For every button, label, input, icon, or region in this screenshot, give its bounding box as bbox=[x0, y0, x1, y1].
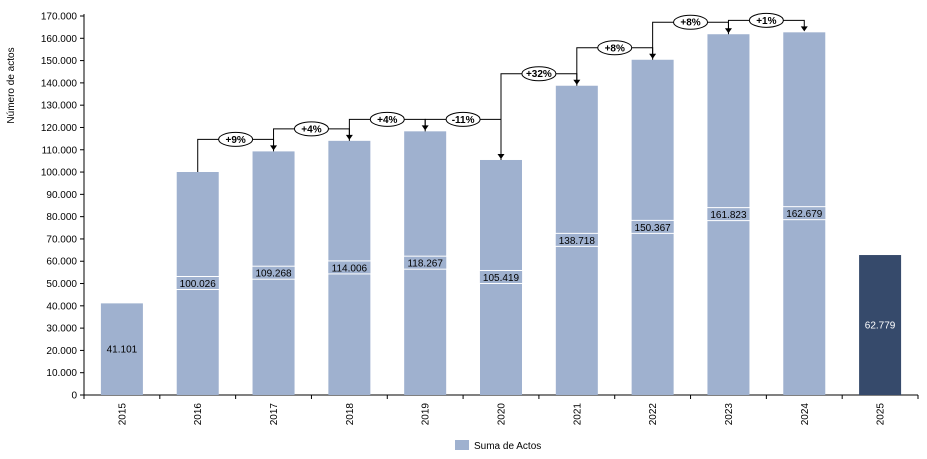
growth-label-oval bbox=[293, 121, 329, 137]
y-tick-label: 80.000 bbox=[46, 212, 77, 223]
bars: 41.101 100.026 109.268 114.006 118.267 105.41… bbox=[100, 32, 902, 396]
growth-label: +9% bbox=[225, 135, 245, 146]
data-label-box bbox=[554, 232, 599, 247]
growth-label-oval bbox=[748, 12, 784, 28]
legend: Suma de Actos bbox=[455, 440, 541, 452]
growth-label-oval bbox=[597, 40, 633, 56]
growth-label: +1% bbox=[756, 16, 776, 27]
bar bbox=[859, 255, 902, 395]
x-tick-label: 2024 bbox=[800, 403, 811, 426]
y-axis: 0 10.000 20.000 30.000 40.000 50.000 60.000 70.… bbox=[41, 12, 85, 402]
growth-annotations: +9% +4% +4% -11% +32% +8% +8% +1% bbox=[197, 12, 808, 173]
x-tick-label: 2022 bbox=[648, 403, 659, 426]
y-tick-label: 170.000 bbox=[41, 12, 78, 23]
x-tick-label: 2017 bbox=[269, 403, 280, 426]
data-label: 150.367 bbox=[635, 223, 672, 234]
x-tick-label: 2019 bbox=[421, 403, 432, 426]
y-tick-label: 0 bbox=[71, 391, 77, 402]
y-tick-label: 110.000 bbox=[42, 145, 78, 156]
y-tick-label: 90.000 bbox=[46, 190, 77, 201]
data-label-box bbox=[251, 265, 296, 280]
legend-label: Suma de Actos bbox=[474, 441, 541, 452]
x-tick-label: 2025 bbox=[876, 403, 887, 426]
growth-label-oval bbox=[673, 14, 709, 30]
x-axis: 2015 2016 2017 2018 2019 2020 2021 2022 2023 2024… bbox=[83, 394, 919, 426]
data-label: 114.006 bbox=[332, 263, 368, 274]
growth-label-oval bbox=[521, 66, 557, 82]
data-label-box bbox=[175, 276, 220, 291]
data-label: 109.268 bbox=[255, 269, 292, 280]
y-tick-label: 50.000 bbox=[46, 279, 77, 290]
x-tick-label: 2020 bbox=[497, 403, 508, 426]
growth-label: +4% bbox=[301, 124, 321, 135]
growth-label: +4% bbox=[377, 115, 397, 126]
y-tick-label: 130.000 bbox=[41, 101, 78, 112]
y-tick-label: 60.000 bbox=[46, 257, 77, 268]
y-tick-label: 10.000 bbox=[46, 368, 77, 379]
y-tick-label: 70.000 bbox=[46, 234, 77, 245]
x-tick-label: 2023 bbox=[724, 403, 735, 426]
data-label: 162.679 bbox=[786, 209, 823, 220]
x-tick-label: 2021 bbox=[572, 403, 583, 426]
y-tick-label: 140.000 bbox=[41, 78, 78, 89]
y-tick-label: 120.000 bbox=[41, 123, 78, 134]
growth-label-oval bbox=[445, 111, 481, 127]
y-tick-label: 150.000 bbox=[41, 56, 78, 67]
data-label: 62.779 bbox=[865, 321, 896, 332]
bar bbox=[100, 303, 143, 395]
legend-swatch bbox=[455, 440, 469, 450]
y-tick-label: 160.000 bbox=[41, 34, 78, 45]
data-label: 41.101 bbox=[107, 345, 138, 356]
growth-annotation: +32% bbox=[500, 66, 581, 160]
growth-annotation: +9% bbox=[197, 131, 278, 173]
growth-annotation: +4% bbox=[273, 121, 353, 152]
x-tick-label: 2018 bbox=[345, 403, 356, 426]
growth-annotation: +1% bbox=[727, 12, 808, 35]
data-label: 100.026 bbox=[180, 279, 217, 290]
growth-label: +32% bbox=[526, 69, 552, 80]
growth-label: +8% bbox=[605, 43, 625, 54]
data-label: 161.823 bbox=[710, 210, 747, 221]
data-label-box bbox=[403, 255, 448, 270]
y-tick-label: 40.000 bbox=[46, 301, 77, 312]
growth-label: -11% bbox=[452, 115, 475, 126]
data-label: 105.419 bbox=[483, 273, 520, 284]
data-label-box bbox=[478, 269, 524, 284]
y-tick-label: 30.000 bbox=[46, 324, 77, 335]
data-label-box bbox=[327, 260, 372, 275]
growth-label-oval bbox=[218, 131, 254, 147]
data-label: 118.267 bbox=[407, 259, 443, 270]
y-tick-label: 100.000 bbox=[41, 168, 78, 179]
y-axis-label: Número de actos bbox=[6, 47, 17, 123]
data-label-box bbox=[706, 207, 751, 222]
y-tick-label: 20.000 bbox=[46, 346, 77, 357]
growth-arrowhead bbox=[800, 26, 808, 32]
growth-label: +8% bbox=[680, 18, 700, 29]
data-label-box bbox=[782, 206, 827, 221]
data-label-box bbox=[630, 219, 675, 234]
x-tick-label: 2016 bbox=[193, 403, 204, 426]
growth-label-oval bbox=[369, 111, 405, 127]
x-tick-label: 2015 bbox=[117, 403, 128, 426]
data-label: 138.718 bbox=[559, 236, 596, 247]
